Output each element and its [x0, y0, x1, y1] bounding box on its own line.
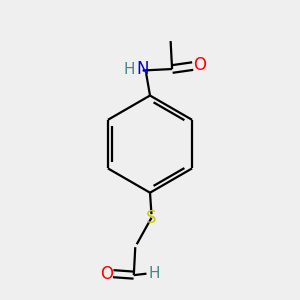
Text: O: O: [193, 56, 206, 74]
Text: O: O: [100, 265, 113, 283]
Text: H: H: [124, 62, 135, 77]
Text: H: H: [149, 266, 160, 281]
Text: N: N: [136, 60, 149, 78]
Text: S: S: [146, 209, 157, 227]
